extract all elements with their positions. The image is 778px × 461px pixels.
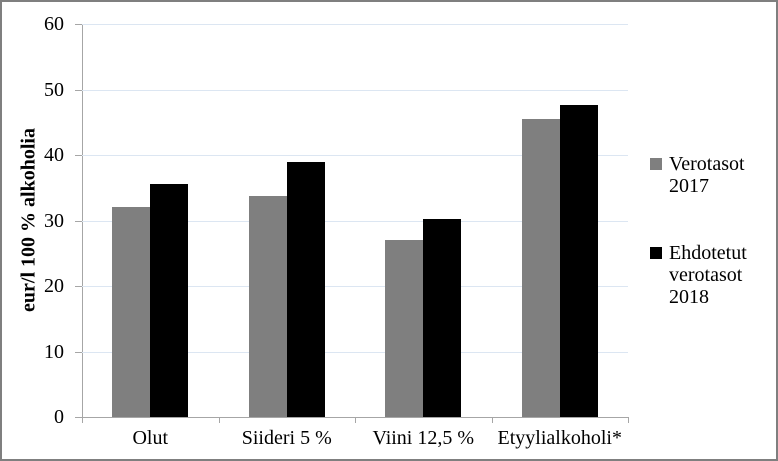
bar-series2 [423,218,462,417]
x-category-label: Viini 12,5 % [372,427,475,449]
x-category-label: Etyylialkoholi* [497,427,622,449]
bar-series2 [150,184,189,417]
y-tick-label: 30 [44,209,64,232]
gridline [82,24,628,25]
x-category-label: Olut [132,427,169,449]
x-tick-mark [218,417,220,423]
legend-entry: Verotasot 2017 [650,153,766,197]
x-tick-mark [82,417,83,423]
x-category-label: Siideri 5 % [241,427,332,449]
bar-series1 [385,239,424,417]
y-tick-mark [75,220,82,222]
gridline [82,155,628,156]
y-tick-mark [75,286,82,287]
gridline [82,220,628,222]
y-tick-label: 0 [54,406,64,428]
bar-series2 [559,104,598,417]
bar-series1 [521,118,560,417]
gridline [82,351,628,353]
y-tick-label: 40 [44,144,64,166]
legend-entry: Ehdotetut verotasot 2018 [650,242,766,308]
x-tick-mark [355,417,356,423]
x-tick-mark [491,417,493,423]
y-tick-mark [75,24,82,25]
y-tick-label: 60 [44,13,64,35]
plot-area [82,24,628,417]
bar-series2 [286,161,325,417]
y-tick-label: 20 [44,275,64,297]
y-tick-label: 10 [44,340,64,363]
legend-label: Verotasot 2017 [669,153,745,197]
x-tick-mark [628,417,629,423]
y-tick-mark [75,89,82,91]
legend-swatch [650,158,662,170]
legend-swatch [650,247,662,259]
y-tick-mark [75,417,82,418]
gridline [82,286,628,287]
legend-label: Ehdotetut verotasot 2018 [669,242,747,308]
bar-series1 [248,195,287,417]
gridline [82,89,628,91]
bar-series1 [112,207,151,417]
legend: Verotasot 2017 Ehdotetut verotasot 2018 [650,153,766,353]
y-tick-label: 50 [44,78,64,101]
y-tick-mark [75,155,82,156]
y-tick-mark [75,351,82,353]
